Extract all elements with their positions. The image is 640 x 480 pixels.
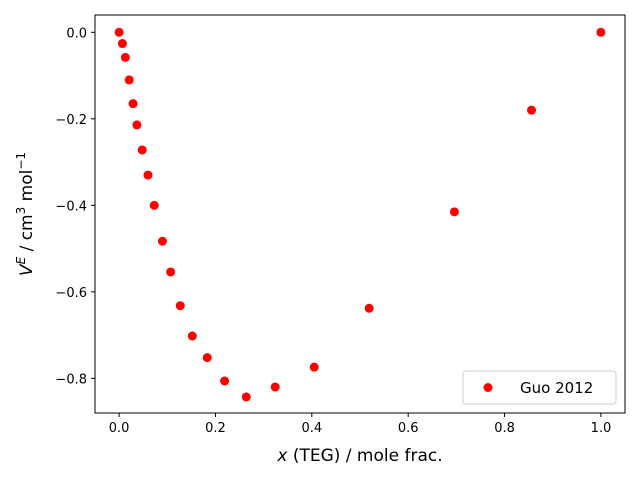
y-tick-label: 0.0 (66, 26, 87, 41)
data-point (157, 236, 167, 246)
data-point (117, 39, 127, 49)
data-point (309, 362, 319, 372)
x-tick-label: 0.2 (205, 421, 226, 436)
x-tick-label: 1.0 (591, 421, 612, 436)
y-axis-ticks: 0.0 −0.2 −0.4 −0.6 −0.8 (55, 26, 95, 387)
data-point (270, 382, 280, 392)
plot-frame (94, 14, 626, 414)
plot-area (95, 15, 625, 413)
x-tick-label: 0.8 (494, 421, 515, 436)
data-point (596, 27, 606, 37)
data-point (220, 376, 230, 386)
y-tick-label: −0.2 (55, 113, 87, 128)
data-point (124, 75, 134, 85)
legend-box (462, 370, 617, 405)
x-tick-label: 0.0 (109, 421, 130, 436)
data-point (175, 301, 185, 311)
data-point (128, 99, 138, 109)
data-point (114, 27, 124, 37)
legend-label: Guo 2012 (520, 379, 593, 397)
legend-marker (483, 383, 493, 392)
x-axis-label: x (TEG) / mole frac. (276, 446, 442, 466)
y-axis-label: VE / cm3 mol−1 (14, 152, 37, 276)
y-tick-label: −0.6 (55, 286, 87, 301)
data-point (137, 145, 147, 155)
x-axis-ticks: 0.0 0.2 0.4 0.6 0.8 1.0 (109, 413, 612, 436)
data-point (527, 105, 537, 115)
data-point (364, 303, 374, 313)
data-points (114, 27, 606, 402)
data-point (149, 200, 159, 210)
x-tick-label: 0.6 (398, 421, 419, 436)
data-point (132, 120, 142, 130)
data-point (449, 207, 459, 217)
y-tick-label: −0.8 (55, 372, 87, 387)
data-point (202, 353, 212, 363)
x-tick-label: 0.4 (301, 421, 322, 436)
data-point (241, 392, 251, 402)
data-point (143, 170, 153, 180)
data-point (120, 52, 130, 62)
legend: Guo 2012 (462, 370, 617, 405)
data-point (166, 267, 176, 277)
y-tick-label: −0.4 (55, 199, 87, 214)
data-point (187, 331, 197, 341)
